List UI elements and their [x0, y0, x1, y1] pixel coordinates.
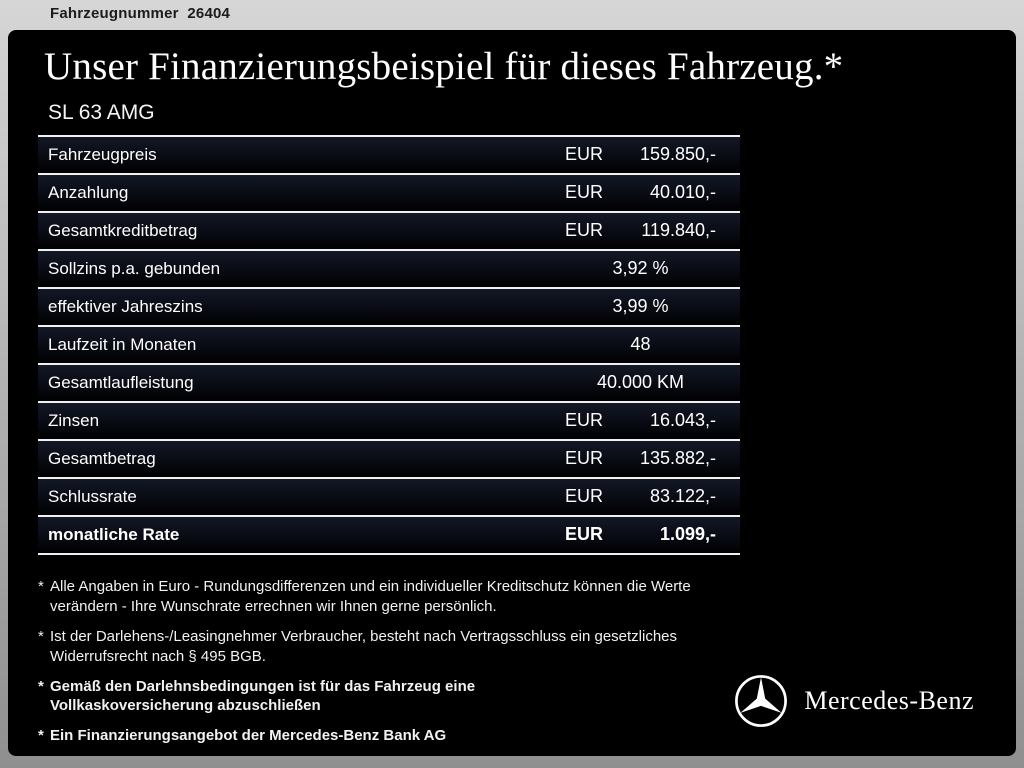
- finance-table: Fahrzeugpreis EUR 159.850,- Anzahlung EU…: [38, 134, 740, 555]
- row-amount: 119.840,-: [641, 220, 716, 241]
- footnote-marker: *: [38, 677, 44, 695]
- row-currency: EUR: [565, 182, 604, 203]
- row-amount: 16.043,-: [649, 410, 716, 431]
- page-title: Unser Finanzierungsbeispiel für dieses F…: [44, 45, 844, 88]
- row-amount: 83.122,-: [649, 486, 716, 507]
- row-label: Anzahlung: [48, 182, 129, 202]
- row-value: EUR 119.840,-: [565, 220, 740, 241]
- footnote-text: Ist der Darlehens-/Leasingnehmer Verbrau…: [50, 627, 678, 665]
- row-value: 3,99 %: [565, 296, 740, 317]
- row-value: EUR 1.099,-: [565, 524, 740, 545]
- row-label: Gesamtkreditbetrag: [48, 220, 198, 240]
- row-amount: 3,99 %: [612, 296, 669, 317]
- row-label: Sollzins p.a. gebunden: [48, 258, 221, 278]
- footnote: * Ist der Darlehens-/Leasingnehmer Verbr…: [38, 627, 778, 667]
- row-value: 48: [565, 334, 740, 355]
- vehicle-number: Fahrzeugnummer 26404: [50, 5, 231, 22]
- finance-panel: Unser Finanzierungsbeispiel für dieses F…: [8, 30, 1016, 756]
- table-row-laufzeit: Laufzeit in Monaten 48: [38, 326, 740, 365]
- row-currency: EUR: [565, 448, 604, 469]
- table-row-gesamtbetrag: Gesamtbetrag EUR 135.882,-: [38, 440, 740, 479]
- row-value: EUR 159.850,-: [565, 144, 740, 165]
- row-currency: EUR: [565, 486, 604, 507]
- table-row-anzahlung: Anzahlung EUR 40.010,-: [38, 174, 740, 213]
- row-value: EUR 135.882,-: [565, 448, 740, 469]
- row-value: EUR 16.043,-: [565, 410, 740, 431]
- footnote-text: Ein Finanzierungsangebot der Mercedes-Be…: [50, 727, 447, 745]
- row-label: Gesamtlaufleistung: [48, 372, 194, 392]
- row-amount: 48: [630, 334, 651, 355]
- row-amount: 159.850,-: [639, 144, 716, 165]
- row-label: Laufzeit in Monaten: [48, 334, 197, 354]
- row-currency: EUR: [565, 524, 604, 545]
- brand-name: Mercedes-Benz: [804, 686, 974, 715]
- row-amount: 40.000 KM: [596, 372, 685, 393]
- row-currency: EUR: [565, 220, 604, 241]
- row-amount: 1.099,-: [659, 524, 716, 545]
- table-row-schlussrate: Schlussrate EUR 83.122,-: [38, 478, 740, 517]
- table-row-gesamtlaufleistung: Gesamtlaufleistung 40.000 KM: [38, 364, 740, 403]
- row-value: 40.000 KM: [565, 372, 740, 393]
- table-row-gesamtkreditbetrag: Gesamtkreditbetrag EUR 119.840,-: [38, 212, 740, 251]
- row-amount: 40.010,-: [649, 182, 716, 203]
- table-row-fahrzeugpreis: Fahrzeugpreis EUR 159.850,-: [38, 136, 740, 175]
- footnote-text: Alle Angaben in Euro - Rundungsdifferenz…: [50, 577, 691, 615]
- table-row-monatliche-rate: monatliche Rate EUR 1.099,-: [38, 516, 740, 555]
- footnote-marker: *: [38, 577, 44, 595]
- row-label: effektiver Jahreszins: [48, 296, 203, 316]
- table-row-sollzins: Sollzins p.a. gebunden 3,92 %: [38, 250, 740, 289]
- footnotes: * Alle Angaben in Euro - Rundungsdiffere…: [38, 577, 778, 747]
- row-value: EUR 40.010,-: [565, 182, 740, 203]
- row-label: monatliche Rate: [48, 524, 180, 544]
- row-currency: EUR: [565, 144, 604, 165]
- row-label: Gesamtbetrag: [48, 448, 156, 468]
- footnote: * Gemäß den Darlehnsbedingungen ist für …: [38, 677, 778, 717]
- footnote-text: Gemäß den Darlehnsbedingungen ist für da…: [50, 677, 476, 715]
- row-value: 3,92 %: [565, 258, 740, 279]
- row-label: Schlussrate: [48, 486, 137, 506]
- row-amount: 135.882,-: [639, 448, 716, 469]
- row-label: Fahrzeugpreis: [48, 144, 157, 164]
- table-row-zinsen: Zinsen EUR 16.043,-: [38, 402, 740, 441]
- row-amount: 3,92 %: [612, 258, 669, 279]
- row-currency: EUR: [565, 410, 604, 431]
- mercedes-star-icon: [735, 675, 788, 727]
- mercedes-logo: Mercedes-Benz: [734, 674, 974, 728]
- footnote-marker: *: [38, 727, 44, 745]
- footnote: * Ein Finanzierungsangebot der Mercedes-…: [38, 726, 778, 746]
- row-value: EUR 83.122,-: [565, 486, 740, 507]
- table-row-effektiver-jahreszins: effektiver Jahreszins 3,99 %: [38, 288, 740, 327]
- footnote: * Alle Angaben in Euro - Rundungsdiffere…: [38, 577, 778, 617]
- row-label: Zinsen: [48, 410, 100, 430]
- model-name: SL 63 AMG: [48, 100, 155, 124]
- footnote-marker: *: [38, 627, 44, 645]
